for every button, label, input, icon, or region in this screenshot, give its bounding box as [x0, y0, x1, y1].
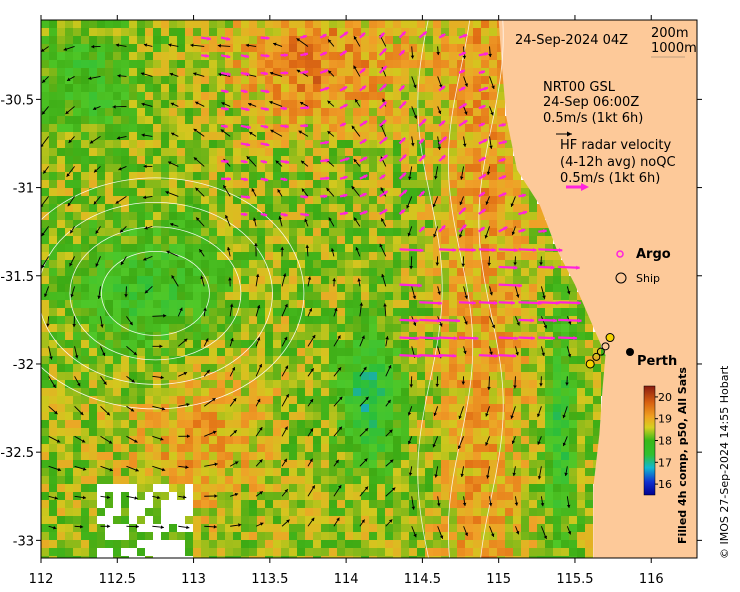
radar-velocity-arrows — [201, 30, 582, 359]
x-tick-label: 114 — [334, 572, 359, 587]
sst-field — [41, 20, 609, 558]
x-tick-label: 112 — [29, 572, 54, 587]
radar-legend-arrow — [566, 183, 589, 191]
colorbar-scale — [643, 385, 656, 496]
x-tick-label: 113.5 — [251, 572, 288, 587]
x-tick-label: 115.5 — [556, 572, 593, 587]
model-legend-line2: 24-Sep 06:00Z — [543, 95, 639, 110]
perth-marker — [626, 348, 634, 356]
ship-legend: Ship — [615, 272, 660, 285]
x-tick-label: 115 — [486, 572, 511, 587]
y-tick-label: -33 — [13, 534, 34, 549]
x-tick-label: 116 — [639, 572, 664, 587]
y-axis: -30.5 -31 -31.5 -32 -32.5 -33 — [0, 93, 702, 549]
ship-legend-label: Ship — [636, 272, 660, 285]
x-tick-label: 112.5 — [99, 572, 136, 587]
y-tick-label: -32 — [13, 358, 34, 373]
plot-area — [41, 20, 697, 558]
observation-markers — [585, 333, 615, 369]
plot-frame — [40, 19, 698, 559]
ship-legend-icon — [615, 272, 627, 284]
x-tick-label: 114.5 — [404, 572, 441, 587]
y-tick-label: -32.5 — [0, 446, 34, 461]
colorbar-tick-label: 19 — [658, 413, 672, 426]
perth-label: Perth — [637, 354, 677, 369]
radar-legend-line2: (4-12h avg) noQC — [560, 155, 676, 170]
model-current-arrows — [41, 34, 572, 540]
isobath-label-1000m: 1000m — [651, 41, 697, 56]
colorbar-tick-label: 18 — [658, 435, 672, 448]
y-tick-label: -31.5 — [0, 270, 34, 285]
isobath-label-200m: 200m — [651, 26, 688, 41]
x-tick-label: 113 — [181, 572, 206, 587]
isobath-contours — [41, 20, 504, 558]
radar-legend-line3: 0.5m/s (1kt 6h) — [560, 171, 660, 186]
colorbar-tick-label: 20 — [658, 391, 672, 404]
colorbar-title: Filled 4h comp, p50, All Sats — [676, 367, 689, 544]
model-legend-line3: 0.5m/s (1kt 6h) — [543, 111, 643, 126]
timestamp-label: 24-Sep-2024 04Z — [515, 33, 628, 48]
colorbar: 20 19 18 17 16 Filled 4h comp, p50, All Sats — [643, 367, 689, 544]
argo-legend-icon — [616, 250, 624, 258]
model-legend-line1: NRT00 GSL — [543, 80, 616, 95]
colorbar-tick-label: 17 — [658, 456, 672, 469]
colorbar-tick-label: 16 — [658, 478, 672, 491]
model-legend-arrow — [556, 131, 572, 137]
colorbar-ticks: 20 19 18 17 16 — [655, 391, 672, 491]
x-axis: 112 112.5 113 113.5 114 114.5 115 115.5 116 — [29, 15, 664, 587]
credit-label: © IMOS 27-Sep-2024 14:55 Hobart — [718, 365, 731, 559]
y-tick-label: -30.5 — [0, 93, 34, 108]
y-tick-label: -31 — [13, 182, 34, 197]
place-perth: Perth — [626, 348, 677, 369]
radar-legend-line1: HF radar velocity — [560, 138, 672, 153]
argo-legend-label: Argo — [636, 247, 671, 262]
argo-legend: Argo — [616, 247, 671, 262]
